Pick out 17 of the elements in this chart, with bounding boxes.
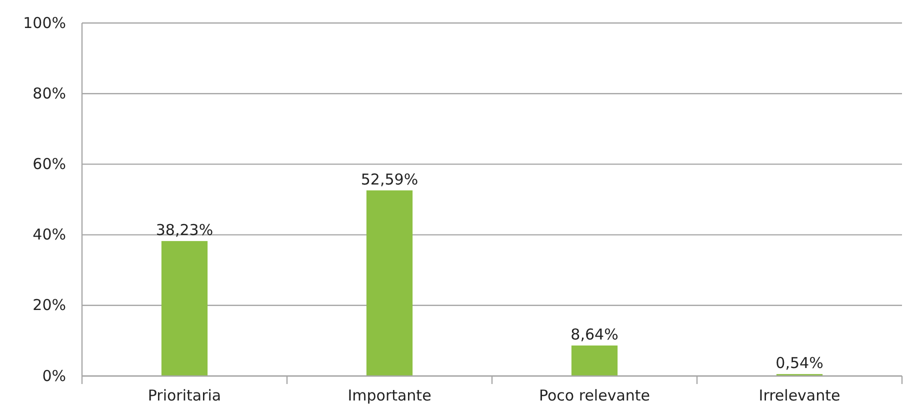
y-tick-label: 20% [32, 296, 66, 314]
y-tick-label: 0% [42, 366, 66, 385]
x-tick-label: Irrelevante [758, 386, 840, 405]
x-tick-label: Importante [348, 386, 432, 405]
x-tick-label: Prioritaria [148, 386, 222, 405]
bar [161, 241, 208, 376]
y-tick-label: 40% [32, 226, 66, 244]
data-label: 0,54% [776, 354, 824, 372]
x-tick-label: Poco relevante [538, 386, 650, 405]
bar [571, 346, 618, 376]
y-tick-label: 100% [23, 14, 66, 32]
data-label: 38,23% [156, 221, 214, 240]
y-tick-label: 60% [32, 155, 66, 173]
y-tick-label: 80% [32, 84, 66, 102]
data-label: 8,64% [570, 326, 618, 344]
data-label: 52,59% [360, 170, 418, 188]
bar [366, 190, 413, 376]
